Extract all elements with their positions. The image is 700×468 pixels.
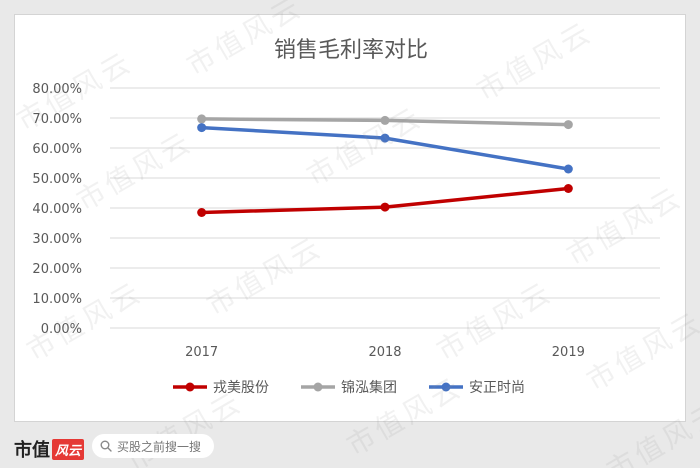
y-tick-label: 30.00%	[32, 232, 82, 247]
y-tick-label: 80.00%	[32, 82, 82, 97]
data-point	[563, 120, 573, 130]
y-tick-label: 20.00%	[32, 262, 82, 277]
x-axis-tick-labels: 2017 2018 2019	[185, 345, 585, 360]
y-tick-label: 50.00%	[32, 172, 82, 187]
legend-label: 戎美股份	[213, 380, 269, 396]
legend-marker	[441, 382, 451, 392]
legend-item: 戎美股份	[173, 380, 269, 396]
brand-badge: 风云	[52, 438, 85, 460]
legend: 戎美股份 锦泓集团 安正时尚	[173, 379, 525, 396]
legend-item: 锦泓集团	[301, 379, 397, 396]
y-tick-label: 70.00%	[32, 112, 82, 127]
y-tick-label: 0.00%	[41, 322, 82, 337]
data-point	[380, 202, 390, 212]
line-chart: 销售毛利率对比 0.00% 10.00% 20.00% 30.00% 40.00% 50.…	[32, 38, 660, 396]
brand-logo[interactable]: 市值 风云	[14, 436, 85, 462]
data-point	[563, 184, 573, 193]
x-tick-label: 2017	[185, 345, 218, 360]
series-3	[197, 123, 573, 174]
legend-marker	[185, 382, 195, 392]
data-point	[197, 123, 207, 133]
legend-label: 锦泓集团	[341, 379, 397, 396]
data-point	[197, 208, 207, 217]
legend-item: 安正时尚	[429, 380, 525, 396]
search-placeholder: 买股之前搜一搜	[117, 439, 202, 454]
series-group	[197, 114, 573, 217]
y-axis-tick-labels: 0.00% 10.00% 20.00% 30.00% 40.00% 50.00% 60.00…	[32, 82, 82, 337]
y-tick-label: 40.00%	[32, 202, 82, 217]
chart-title: 销售毛利率对比	[274, 38, 428, 63]
series-1	[197, 184, 573, 217]
x-tick-label: 2019	[552, 345, 585, 360]
chart-card: 销售毛利率对比 0.00% 10.00% 20.00% 30.00% 40.00% 50.…	[14, 14, 686, 422]
data-point	[380, 115, 390, 125]
legend-label: 安正时尚	[469, 380, 525, 396]
data-point	[197, 114, 207, 124]
brand-text: 市值	[14, 440, 50, 461]
y-tick-label: 60.00%	[32, 142, 82, 157]
footer-bar: 市值 风云 买股之前搜一搜	[0, 426, 700, 468]
y-tick-label: 10.00%	[32, 292, 82, 307]
x-tick-label: 2018	[368, 345, 401, 360]
data-point	[380, 133, 390, 143]
data-point	[563, 164, 573, 174]
legend-marker	[313, 382, 323, 392]
search-icon	[100, 440, 112, 452]
search-box[interactable]: 买股之前搜一搜	[92, 434, 214, 458]
series-2	[197, 114, 573, 130]
